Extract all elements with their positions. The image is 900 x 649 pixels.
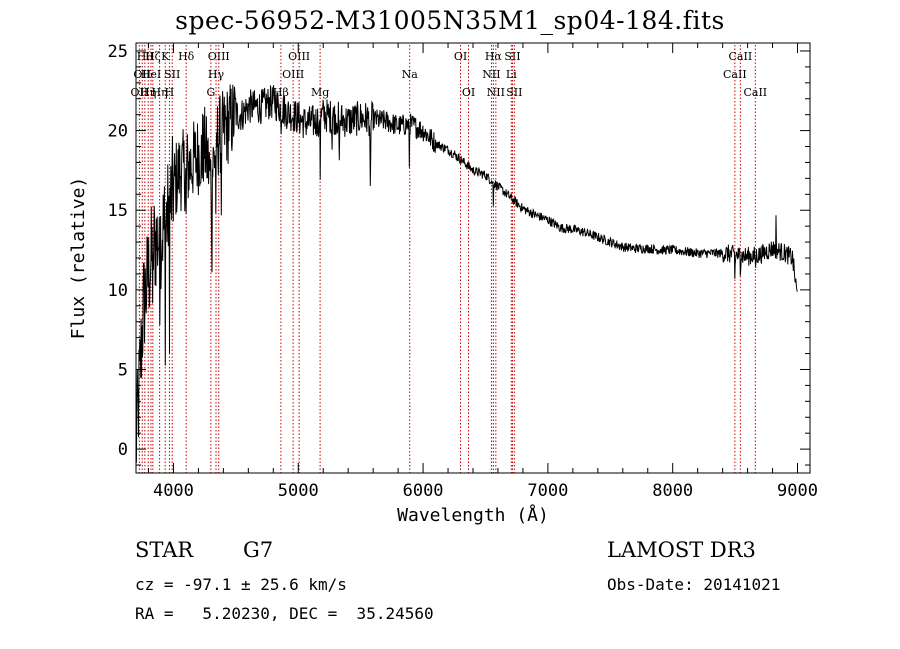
survey-label: LAMOST DR3 bbox=[607, 538, 756, 562]
line-marker-label: NII bbox=[482, 68, 500, 81]
y-tick-label: 0 bbox=[118, 440, 128, 460]
line-marker-label: Hδ bbox=[178, 50, 195, 63]
line-marker-label: Hη bbox=[151, 86, 167, 99]
line-marker-label: OIII bbox=[208, 50, 230, 63]
line-marker-label: OII bbox=[133, 68, 151, 81]
y-tick-label: 10 bbox=[108, 281, 128, 301]
line-marker-label: SII bbox=[164, 68, 180, 81]
line-marker-label: OI bbox=[454, 50, 467, 63]
line-marker-label: HeI bbox=[141, 68, 161, 81]
y-tick-label: 5 bbox=[118, 360, 128, 380]
y-tick-label: 15 bbox=[108, 201, 128, 221]
line-marker-label: CaII bbox=[729, 50, 753, 63]
line-marker-label: Hβ bbox=[273, 86, 289, 99]
line-marker-label: Li bbox=[506, 68, 517, 81]
line-marker-label: G bbox=[206, 86, 215, 99]
line-marker-label: K bbox=[161, 50, 170, 63]
marker-labels: OII OII Hθ Hη HeI Hζ Hη K H SII Hδ G Hγ OIII Hβ OIII OII… bbox=[131, 50, 768, 99]
line-marker-label: CaII bbox=[743, 86, 767, 99]
line-marker-label: Hη bbox=[140, 86, 156, 99]
subclass-label: G7 bbox=[243, 538, 274, 562]
chart-title: spec-56952-M31005N35M1_sp04-184.fits bbox=[175, 6, 725, 35]
y-tick-label: 25 bbox=[108, 42, 128, 62]
x-tick-label: 5000 bbox=[278, 481, 319, 501]
line-marker-label: SII bbox=[504, 50, 520, 63]
line-marker-label: Hα bbox=[485, 50, 503, 63]
obs-date-label: Obs-Date: 20141021 bbox=[607, 575, 781, 594]
line-marker-label: OIII bbox=[282, 68, 304, 81]
x-tick-label: 8000 bbox=[652, 481, 693, 501]
class-label: STAR bbox=[135, 538, 194, 562]
y-axis-label: Flux (relative) bbox=[68, 177, 89, 340]
line-marker-label: Mg bbox=[311, 86, 329, 99]
line-marker-label: NII bbox=[487, 86, 505, 99]
line-marker-label: Hζ bbox=[145, 50, 161, 63]
spectrum-line bbox=[135, 84, 798, 463]
x-axis-label: Wavelength (Å) bbox=[397, 504, 549, 526]
line-marker-label: Hθ bbox=[137, 50, 154, 63]
y-tick-label: 20 bbox=[108, 122, 128, 142]
line-marker-label: OI bbox=[462, 86, 475, 99]
redshift-label: cz = -97.1 ± 25.6 km/s bbox=[135, 575, 347, 594]
line-marker-label: H bbox=[165, 86, 175, 99]
spectrum bbox=[135, 84, 798, 463]
line-marker-label: Na bbox=[402, 68, 419, 81]
line-marker-label: OIII bbox=[288, 50, 310, 63]
line-marker-label: OII bbox=[131, 86, 149, 99]
x-tick-label: 7000 bbox=[527, 481, 568, 501]
line-markers bbox=[138, 45, 756, 473]
axes: 4000 5000 6000 7000 8000 9000 0 5 10 15 20 25 Wavele… bbox=[68, 42, 818, 526]
x-tick-label: 9000 bbox=[777, 481, 818, 501]
line-marker-label: SII bbox=[506, 86, 522, 99]
line-marker-label: CaII bbox=[723, 68, 747, 81]
line-marker-label: Hγ bbox=[208, 68, 225, 81]
coordinates-label: RA = 5.20230, DEC = 35.24560 bbox=[135, 604, 434, 623]
x-tick-label: 6000 bbox=[403, 481, 444, 501]
x-tick-label: 4000 bbox=[153, 481, 194, 501]
